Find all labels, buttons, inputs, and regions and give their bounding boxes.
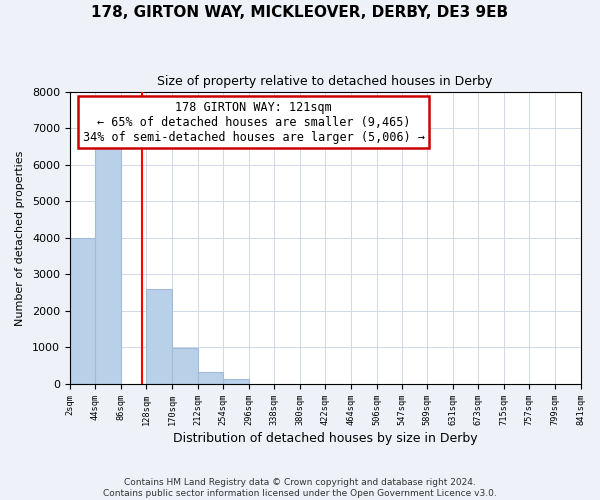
Bar: [223, 379, 249, 384]
Bar: [197, 372, 223, 384]
Title: Size of property relative to detached houses in Derby: Size of property relative to detached ho…: [157, 75, 493, 88]
Text: 178, GIRTON WAY, MICKLEOVER, DERBY, DE3 9EB: 178, GIRTON WAY, MICKLEOVER, DERBY, DE3 …: [91, 5, 509, 20]
Text: 178 GIRTON WAY: 121sqm
← 65% of detached houses are smaller (9,465)
34% of semi-: 178 GIRTON WAY: 121sqm ← 65% of detached…: [83, 100, 425, 144]
Bar: [172, 348, 197, 384]
Bar: [70, 238, 95, 384]
Bar: [146, 289, 172, 384]
Bar: [95, 143, 121, 384]
Text: Contains HM Land Registry data © Crown copyright and database right 2024.
Contai: Contains HM Land Registry data © Crown c…: [103, 478, 497, 498]
Y-axis label: Number of detached properties: Number of detached properties: [15, 150, 25, 326]
X-axis label: Distribution of detached houses by size in Derby: Distribution of detached houses by size …: [173, 432, 478, 445]
